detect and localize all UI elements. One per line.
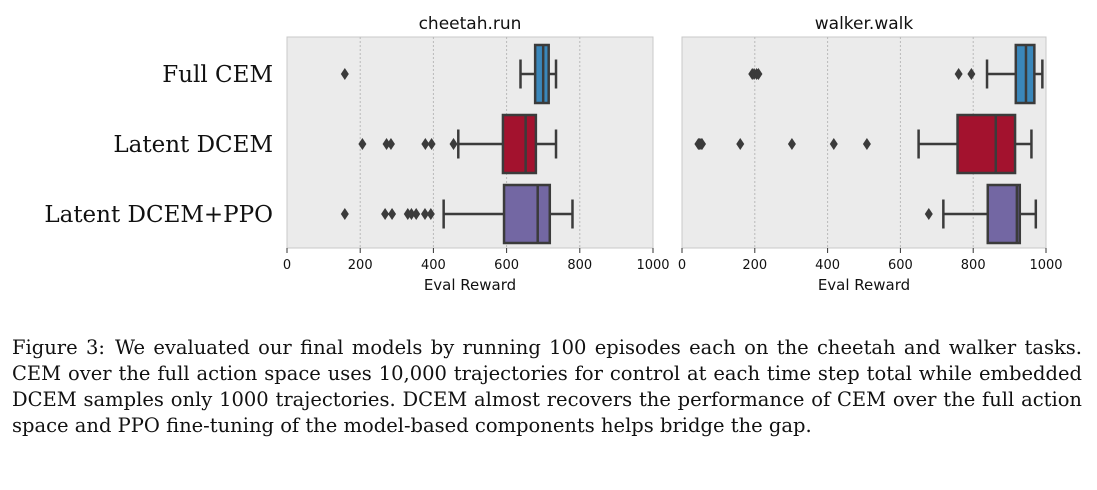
panel-1-box-1-iqr: [956, 113, 1017, 175]
caption-text: We evaluated our final models by running…: [12, 336, 1082, 437]
panel-1-tick-label-4: 800: [961, 258, 986, 273]
category-label-1: Latent DCEM: [113, 132, 273, 158]
panel-0-tick-label-0: 0: [283, 258, 291, 273]
caption-label: Figure 3:: [12, 336, 105, 359]
panel-0-tick-label-3: 600: [494, 258, 519, 273]
panel-1-tick-label-0: 0: [678, 258, 686, 273]
panel-0-tick-label-4: 800: [567, 258, 592, 273]
panel-1-box-1-outlier-5: [787, 138, 796, 150]
panel-0-box-1-outlier-1: [382, 138, 391, 150]
panel-0-box-1-outlier-0: [358, 138, 367, 150]
panel-0-plot-area: [286, 36, 654, 249]
figure: Full CEM Latent DCEM Latent DCEM+PPO 0 200 40…: [44, 14, 1062, 294]
panel-1-box-2-outlier-0: [924, 208, 933, 220]
panel-1-box-2-iqr: [986, 183, 1022, 245]
panel-0-box-2-outlier-7: [426, 208, 435, 220]
panel-0-tick-label-5: 1000: [636, 258, 669, 273]
panel-0-box-1-iqr: [501, 113, 538, 175]
panel-1-box-1-outlier-7: [862, 138, 871, 150]
panel-0-box-2-outlier-2: [388, 208, 397, 220]
panel-0-box-2-outlier-6: [420, 208, 429, 220]
category-label-0: Full CEM: [162, 62, 273, 88]
box-plot-figure: Full CEM Latent DCEM Latent DCEM+PPO 0 200 40…: [44, 14, 1062, 294]
figure-caption: Figure 3: We evaluated our final models b…: [12, 335, 1082, 439]
panel-0-box-2-iqr: [502, 183, 552, 245]
panel-1-box-1-outlier-4: [736, 138, 745, 150]
panel-0-tick-label-2: 400: [421, 258, 446, 273]
panel-0-box-2-outlier-4: [407, 208, 416, 220]
panel-0-x-axis-label: Eval Reward: [424, 276, 516, 294]
panel-0-box-1-outlier-5: [449, 138, 458, 150]
panel-0-box-0-iqr: [533, 43, 550, 105]
category-label-2: Latent DCEM+PPO: [44, 202, 273, 228]
panel-1-tick-label-1: 200: [742, 258, 767, 273]
panel-1-box-0-outlier-4: [954, 68, 963, 80]
panel-1-box-0-outlier-3: [754, 68, 763, 80]
panel-1-tick-label-2: 400: [815, 258, 840, 273]
panel-0-box-0-outlier-0: [340, 68, 349, 80]
panel-0-title: cheetah.run: [419, 14, 522, 34]
panel-0-box-2-outlier-5: [412, 208, 421, 220]
panel-1-box-1-outlier-6: [829, 138, 838, 150]
panel-1-tick-label-5: 1000: [1029, 258, 1062, 273]
panel-1-x-axis-label: Eval Reward: [818, 276, 910, 294]
panel-1-box-1-outlier-3: [698, 138, 707, 150]
panel-1-title: walker.walk: [815, 14, 914, 34]
panel-0-box-2-outlier-1: [381, 208, 390, 220]
panel-1-tick-label-3: 600: [888, 258, 913, 273]
panel-1-box-0-outlier-5: [967, 68, 976, 80]
panel-0-box-1-outlier-2: [386, 138, 395, 150]
panel-0-box-1-outlier-3: [421, 138, 430, 150]
panel-0-box-2-outlier-0: [340, 208, 349, 220]
panel-0-tick-label-1: 200: [348, 258, 373, 273]
panel-0-box-1-outlier-4: [427, 138, 436, 150]
